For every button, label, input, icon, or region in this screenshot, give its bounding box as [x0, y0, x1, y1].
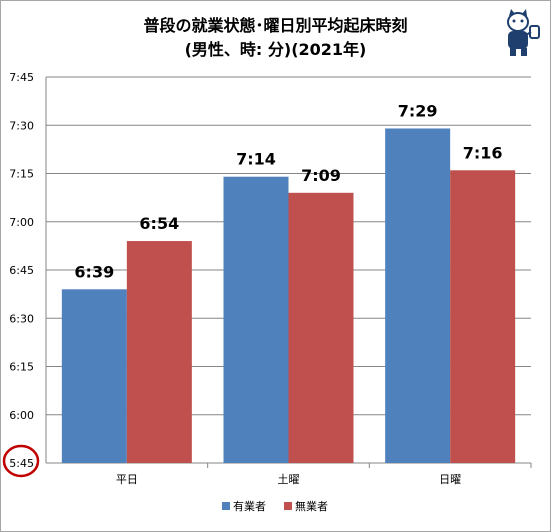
y-tick-label: 6:30 [9, 312, 34, 325]
y-tick-label: 6:45 [9, 264, 34, 277]
x-tick-label: 日曜 [439, 473, 461, 486]
x-tick-label: 土曜 [278, 473, 300, 486]
legend-swatch [284, 502, 292, 510]
cat-mascot-icon [507, 9, 540, 56]
legend-label: 有業者 [233, 499, 266, 513]
data-label: 7:09 [301, 166, 341, 185]
y-tick-label: 7:45 [9, 71, 34, 84]
y-tick-label: 5:45 [9, 457, 34, 470]
bar [61, 289, 127, 463]
bar [223, 176, 289, 463]
bar [450, 170, 516, 464]
data-label: 6:39 [74, 262, 114, 281]
data-label: 7:16 [463, 143, 503, 162]
chart-subtitle: (男性、時: 分)(2021年) [184, 40, 367, 59]
bar [385, 128, 451, 463]
y-tick-label: 7:15 [9, 168, 34, 181]
data-label: 6:54 [139, 214, 179, 233]
bar [126, 241, 192, 463]
data-label: 7:14 [236, 150, 276, 169]
legend-label: 無業者 [295, 499, 328, 513]
data-label: 7:29 [398, 101, 438, 120]
y-tick-label: 6:00 [9, 409, 34, 422]
y-tick-label: 7:00 [9, 216, 34, 229]
y-tick-label: 6:15 [9, 361, 34, 374]
x-tick-label: 平日 [116, 473, 138, 486]
legend-swatch [222, 502, 230, 510]
chart-title: 普段の就業状態･曜日別平均起床時刻 [143, 16, 408, 35]
highlight-circle [2, 444, 40, 478]
bar [288, 192, 354, 464]
y-tick-label: 7:30 [9, 119, 34, 132]
